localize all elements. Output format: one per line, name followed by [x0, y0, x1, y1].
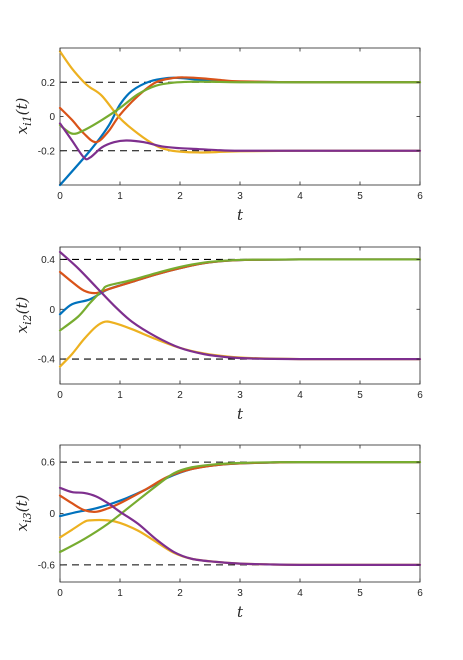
series-line-4 — [58, 461, 422, 554]
series-line-5 — [58, 122, 422, 161]
y-axis-label-suffix: (t) — [13, 296, 31, 314]
x-tick-label: 0 — [57, 191, 63, 202]
y-tick-label: 0.2 — [41, 78, 55, 89]
x-tick-label: 6 — [417, 390, 423, 401]
y-axis-label: xi2(t) — [13, 296, 34, 333]
panel-2: 0 1 2 3 4 5 6 -0.4 0 0.4 t xi2(t) — [13, 246, 423, 423]
y-tick-label: 0 — [49, 509, 55, 520]
y-tick-label: 0 — [49, 112, 55, 123]
y-axis-label-suffix: (t) — [13, 97, 31, 115]
series-line-4 — [58, 80, 422, 135]
axes-box — [59, 444, 421, 583]
x-tick-label: 5 — [357, 390, 363, 401]
x-tick-label: 1 — [117, 390, 123, 401]
x-tick-label: 4 — [297, 191, 303, 202]
y-axis-label: xi1(t) — [13, 97, 34, 134]
x-tick-label: 6 — [417, 588, 423, 599]
y-tick-label: 0 — [49, 305, 55, 316]
x-tick-label: 3 — [237, 588, 243, 599]
x-tick-label: 5 — [357, 588, 363, 599]
y-axis-label: xi3(t) — [13, 494, 34, 531]
panel-3: 0 1 2 3 4 5 6 -0.6 0 0.6 t xi3(t) — [13, 444, 423, 621]
y-tick-label: -0.6 — [38, 560, 56, 571]
x-tick-label: 3 — [237, 191, 243, 202]
x-tick-label: 5 — [357, 191, 363, 202]
y-axis-label-var: x — [13, 324, 31, 333]
series-layer — [58, 460, 422, 567]
y-tick-label: -0.4 — [38, 355, 56, 366]
y-tick-label: 0.4 — [41, 255, 55, 266]
x-tick-label: 2 — [177, 390, 183, 401]
y-axis-label-var: x — [13, 522, 31, 531]
x-tick-label: 4 — [297, 390, 303, 401]
x-tick-label: 1 — [117, 191, 123, 202]
x-tick-label: 2 — [177, 588, 183, 599]
y-ticks: -0.6 0 0.6 — [38, 458, 420, 571]
y-axis-label-sub: i3 — [21, 512, 34, 523]
y-ticks: -0.4 0 0.4 — [38, 255, 420, 366]
x-ticks: 0 1 2 3 4 5 6 — [57, 445, 423, 599]
x-tick-label: 4 — [297, 588, 303, 599]
x-axis-label: t — [237, 405, 244, 423]
x-tick-label: 0 — [57, 588, 63, 599]
series-layer — [58, 50, 422, 187]
y-axis-label-sub: i2 — [21, 314, 34, 325]
x-ticks: 0 1 2 3 4 5 6 — [57, 48, 423, 202]
axes-box — [59, 246, 421, 385]
series-line-5 — [58, 486, 422, 567]
y-tick-label: -0.2 — [38, 146, 56, 157]
x-ticks: 0 1 2 3 4 5 6 — [57, 247, 423, 401]
y-axis-label-sub: i1 — [21, 115, 34, 126]
y-axis-label-var: x — [13, 125, 31, 134]
x-tick-label: 6 — [417, 191, 423, 202]
x-tick-label: 3 — [237, 390, 243, 401]
y-axis-label-suffix: (t) — [13, 494, 31, 512]
y-tick-label: 0.6 — [41, 458, 55, 469]
panel-1: 0 1 2 3 4 5 6 -0.2 0 0.2 t xi1(t) — [13, 47, 423, 224]
x-axis-label: t — [237, 603, 244, 621]
x-tick-label: 1 — [117, 588, 123, 599]
x-tick-label: 2 — [177, 191, 183, 202]
series-line-4 — [58, 258, 422, 332]
y-ticks: -0.2 0 0.2 — [38, 78, 420, 157]
x-axis-label: t — [237, 206, 244, 224]
x-tick-label: 0 — [57, 390, 63, 401]
series-layer — [58, 250, 422, 368]
series-line-5 — [58, 250, 422, 361]
